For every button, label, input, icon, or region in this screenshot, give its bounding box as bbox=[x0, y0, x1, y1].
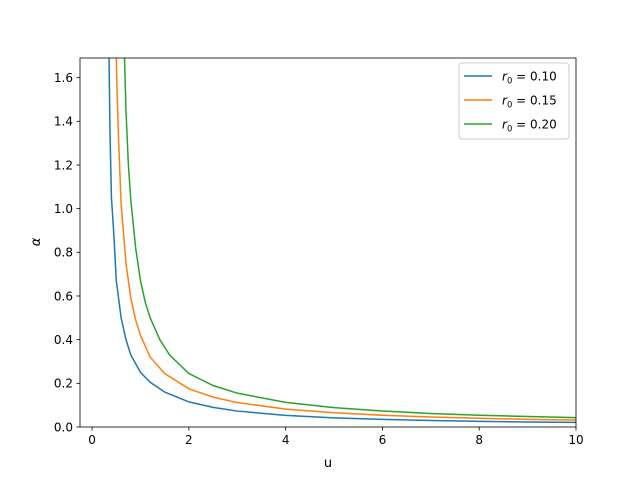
legend-label-2: r0 = 0.15 bbox=[502, 94, 557, 111]
y-tick-label: 0.6 bbox=[54, 289, 73, 303]
y-tick-label: 0.0 bbox=[54, 420, 73, 434]
series-line-3 bbox=[123, 58, 576, 419]
y-tick-label: 0.2 bbox=[54, 377, 73, 391]
legend: r0 = 0.10 r0 = 0.15 r0 = 0.20 bbox=[458, 62, 570, 140]
axes-frame bbox=[79, 57, 577, 428]
legend-label-1: r0 = 0.10 bbox=[502, 70, 557, 87]
legend-box bbox=[458, 62, 570, 140]
x-axis-label: u bbox=[324, 456, 332, 471]
y-tick-label: 0.8 bbox=[54, 246, 73, 260]
x-tick-label: 2 bbox=[185, 433, 193, 447]
y-tick-label: 1.2 bbox=[54, 158, 73, 172]
y-tick-label: 1.4 bbox=[54, 115, 73, 129]
plot-area bbox=[108, 58, 576, 424]
legend-label-3: r0 = 0.20 bbox=[502, 118, 557, 135]
y-tick-label: 1.6 bbox=[54, 71, 73, 85]
x-tick-label: 0 bbox=[88, 433, 96, 447]
x-tick-label: 4 bbox=[282, 433, 290, 447]
x-tick-label: 8 bbox=[475, 433, 483, 447]
y-axis-label: α bbox=[29, 237, 44, 246]
x-tick-label: 10 bbox=[568, 433, 583, 447]
y-tick-label: 1.0 bbox=[54, 202, 73, 216]
axes: 0 2 4 6 8 10 0.0 0.2 0.4 0.6 0.8 1.0 1.2 1.4 1.6 bbox=[54, 57, 584, 447]
series-line-2 bbox=[115, 58, 576, 421]
y-tick-label: 0.4 bbox=[54, 333, 73, 347]
x-tick-label: 6 bbox=[379, 433, 387, 447]
series-line-1 bbox=[108, 58, 576, 424]
